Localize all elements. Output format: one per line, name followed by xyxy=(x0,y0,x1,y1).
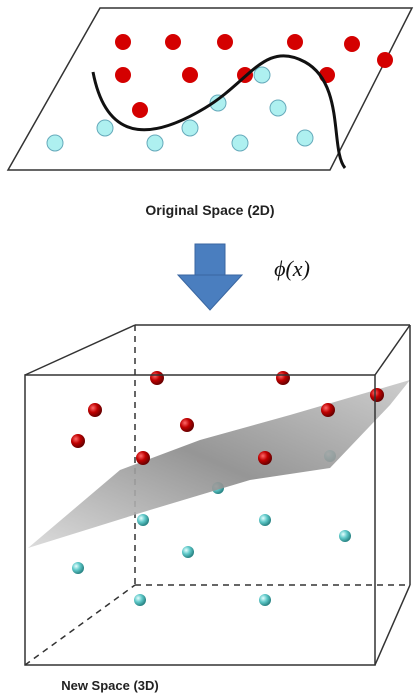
mapping-label: ϕ(x) xyxy=(274,256,310,281)
new-space: New Space (3D) xyxy=(25,325,410,693)
bottom-label: New Space (3D) xyxy=(61,678,159,693)
plane-2d xyxy=(8,8,412,170)
cube-edges xyxy=(25,325,410,665)
hidden-edges xyxy=(25,325,410,665)
diagram: Original Space (2D) ϕ(x) xyxy=(0,0,420,700)
original-space: Original Space (2D) xyxy=(8,8,412,218)
top-label: Original Space (2D) xyxy=(145,202,274,218)
mapping-arrow: ϕ(x) xyxy=(178,244,310,310)
separating-plane xyxy=(28,380,410,548)
